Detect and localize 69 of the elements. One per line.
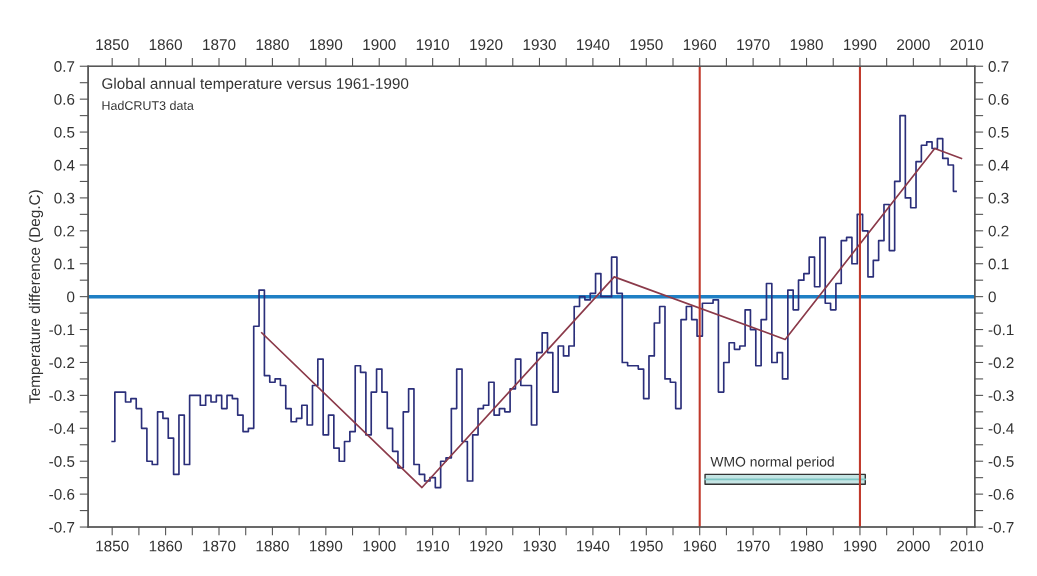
x-tick-label: 1900 xyxy=(363,540,396,552)
x2-tick-label: 1890 xyxy=(310,39,343,51)
x2-tick-label: 1950 xyxy=(630,39,663,51)
y-tick-label: 0.6 xyxy=(54,94,75,105)
x-tick-label: 1910 xyxy=(416,540,450,552)
y2-tick-label: 0 xyxy=(988,291,996,303)
x-tick-label: 1950 xyxy=(630,540,663,552)
x2-tick-label: 1960 xyxy=(683,39,717,51)
x-tick-label: 1940 xyxy=(577,540,610,552)
x-tick-label: 1930 xyxy=(523,540,556,552)
y2-tick-label: 0.2 xyxy=(988,225,1009,237)
y-tick-label: -0.2 xyxy=(49,357,75,369)
x2-tick-label: 1850 xyxy=(96,39,129,51)
annotation: WMO normal period xyxy=(710,456,834,470)
y2-tick-label: 0.3 xyxy=(988,192,1009,204)
x-tick-label: 1880 xyxy=(256,540,289,552)
x2-tick-label: 1860 xyxy=(149,39,182,51)
x2-tick-label: 1980 xyxy=(790,39,823,51)
y2-tick-label: -0.1 xyxy=(988,324,1014,336)
y-tick-label: -0.4 xyxy=(49,423,75,434)
x-tick-label: 2000 xyxy=(897,540,930,552)
x2-tick-label: 1920 xyxy=(470,39,503,51)
x2-tick-label: 1930 xyxy=(523,39,556,51)
x2-tick-label: 1910 xyxy=(416,39,450,51)
line-series xyxy=(260,147,963,489)
x2-tick-label: 1880 xyxy=(256,39,289,51)
y2-tick-label: -0.6 xyxy=(988,488,1014,500)
y-tick-label: -0.6 xyxy=(49,488,75,500)
x-tick-label: 1850 xyxy=(96,540,129,552)
y2-tick-label: 0.6 xyxy=(988,94,1009,105)
y-tick-label: 0 xyxy=(67,291,75,303)
y-tick-label: 0.2 xyxy=(54,225,75,237)
x2-tick-label: 2010 xyxy=(950,39,984,51)
y-tick-label: -0.5 xyxy=(49,456,75,467)
y-tick-label: 0.3 xyxy=(54,192,75,204)
y-tick-label: 0.4 xyxy=(54,159,75,171)
x-tick-label: 1980 xyxy=(790,540,823,552)
x-tick-label: 1860 xyxy=(149,540,182,552)
text: Global annual temperature versus 1961-1990 xyxy=(102,77,409,92)
y2-tick-label: -0.5 xyxy=(988,456,1014,467)
x2-tick-label: 1870 xyxy=(203,39,236,51)
y2-tick-label: 0.4 xyxy=(988,159,1009,171)
y2-tick-label: -0.4 xyxy=(988,423,1014,434)
x-tick-label: 1970 xyxy=(737,540,770,552)
y-tick-label: 0.1 xyxy=(54,258,75,270)
y2-tick-label: -0.2 xyxy=(988,357,1014,369)
x2-tick-label: 1970 xyxy=(737,39,770,51)
x-tick-label: 2010 xyxy=(950,540,984,552)
text: HadCRUT3 data xyxy=(102,100,194,110)
x2-tick-label: 1990 xyxy=(844,39,877,51)
x2-tick-label: 2000 xyxy=(897,39,930,51)
x2-tick-label: 1900 xyxy=(363,39,396,51)
y-tick-label: -0.3 xyxy=(49,390,75,402)
y2-tick-label: -0.3 xyxy=(988,390,1014,402)
y2-tick-label: 0.5 xyxy=(988,126,1009,138)
y-tick-label: 0.5 xyxy=(54,126,75,138)
y2-tick-label: -0.7 xyxy=(988,521,1014,533)
x-tick-label: 1890 xyxy=(310,540,343,552)
y-axis-title: Temperature difference (Deg.C) xyxy=(28,190,44,404)
y-tick-label: -0.7 xyxy=(49,521,75,533)
y-tick-label: -0.1 xyxy=(49,324,75,336)
x2-tick-label: 1940 xyxy=(577,39,610,51)
x-tick-label: 1870 xyxy=(203,540,236,552)
x-tick-label: 1920 xyxy=(470,540,503,552)
y2-tick-label: 0.7 xyxy=(988,61,1009,72)
y-tick-label: 0.7 xyxy=(54,61,75,72)
x-tick-label: 1960 xyxy=(683,540,717,552)
x-tick-label: 1990 xyxy=(844,540,877,552)
y2-tick-label: 0.1 xyxy=(988,258,1009,270)
